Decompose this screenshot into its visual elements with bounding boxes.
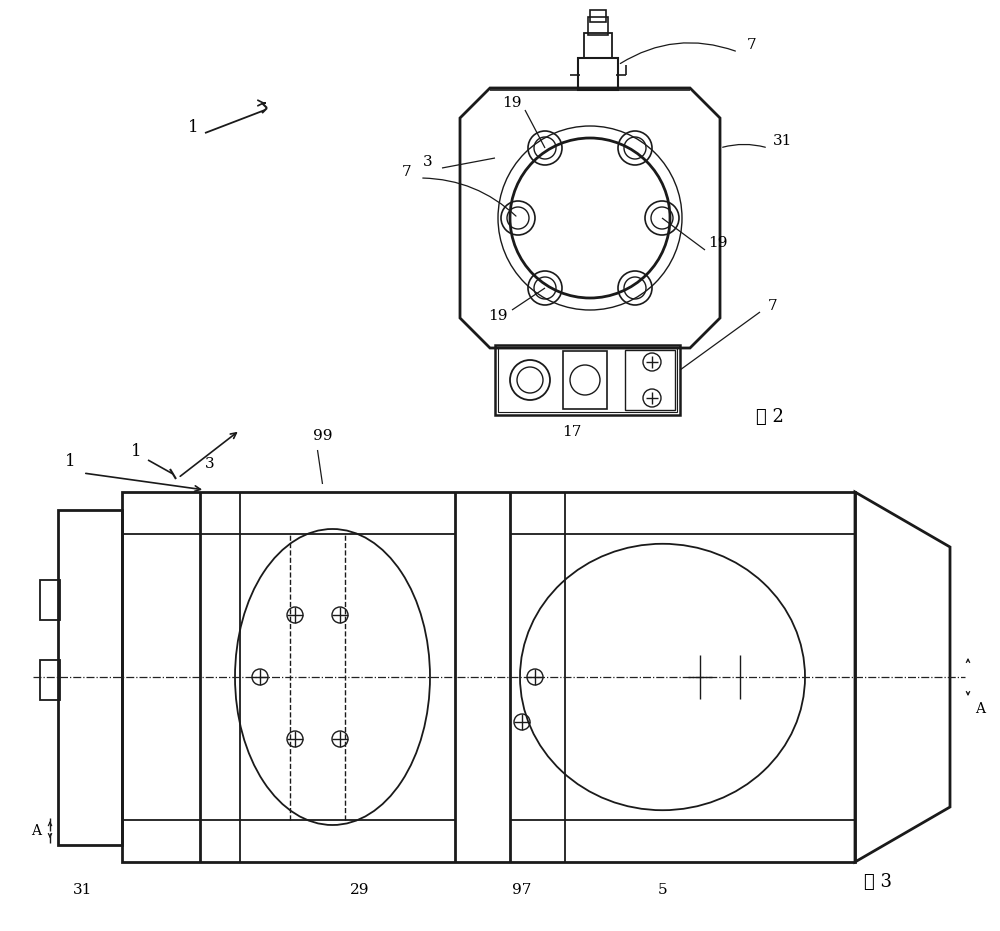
Bar [495, 345, 680, 415]
Text: 99: 99 [313, 429, 332, 443]
Bar [58, 510, 122, 845]
Text: A: A [31, 824, 41, 838]
Text: 1: 1 [131, 443, 141, 461]
Text: 7: 7 [402, 165, 412, 179]
Bar [578, 58, 618, 90]
Text: 图 2: 图 2 [756, 408, 784, 426]
Text: 97: 97 [512, 883, 532, 897]
Bar [588, 17, 608, 35]
Bar [584, 33, 612, 58]
Text: A: A [975, 702, 985, 716]
Bar [563, 351, 607, 409]
Bar [590, 10, 606, 22]
Bar [498, 348, 677, 412]
Text: 19: 19 [488, 309, 508, 323]
Text: 19: 19 [708, 236, 728, 250]
Text: 7: 7 [747, 38, 757, 52]
Text: 3: 3 [205, 457, 215, 471]
Text: 1: 1 [188, 118, 198, 136]
Text: 31: 31 [773, 134, 793, 148]
Text: 图 3: 图 3 [864, 873, 892, 891]
Text: 1: 1 [65, 453, 75, 470]
Text: 7: 7 [768, 299, 778, 313]
Text: 17: 17 [562, 425, 582, 439]
Text: 31: 31 [73, 883, 93, 897]
Text: 5: 5 [658, 883, 667, 897]
Text: 3: 3 [423, 155, 433, 169]
Text: 29: 29 [350, 883, 370, 897]
Bar [40, 580, 60, 620]
Bar [122, 492, 855, 862]
Bar [40, 660, 60, 700]
Text: 19: 19 [502, 96, 522, 110]
Bar [625, 350, 675, 410]
